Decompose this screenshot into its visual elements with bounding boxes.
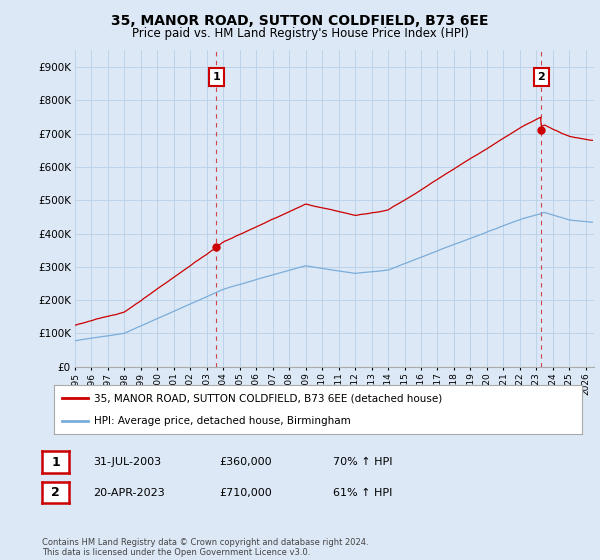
Text: HPI: Average price, detached house, Birmingham: HPI: Average price, detached house, Birm… xyxy=(94,416,350,426)
Text: 61% ↑ HPI: 61% ↑ HPI xyxy=(333,488,392,498)
Text: £360,000: £360,000 xyxy=(219,457,272,467)
Text: 35, MANOR ROAD, SUTTON COLDFIELD, B73 6EE: 35, MANOR ROAD, SUTTON COLDFIELD, B73 6E… xyxy=(111,14,489,28)
Text: 1: 1 xyxy=(51,455,60,469)
Text: 31-JUL-2003: 31-JUL-2003 xyxy=(93,457,161,467)
Text: 2: 2 xyxy=(538,72,545,82)
Text: Price paid vs. HM Land Registry's House Price Index (HPI): Price paid vs. HM Land Registry's House … xyxy=(131,27,469,40)
Text: 1: 1 xyxy=(212,72,220,82)
Text: 35, MANOR ROAD, SUTTON COLDFIELD, B73 6EE (detached house): 35, MANOR ROAD, SUTTON COLDFIELD, B73 6E… xyxy=(94,393,442,403)
Text: 70% ↑ HPI: 70% ↑ HPI xyxy=(333,457,392,467)
Text: 20-APR-2023: 20-APR-2023 xyxy=(93,488,165,498)
Text: £710,000: £710,000 xyxy=(219,488,272,498)
Text: 2: 2 xyxy=(51,486,60,500)
Text: Contains HM Land Registry data © Crown copyright and database right 2024.
This d: Contains HM Land Registry data © Crown c… xyxy=(42,538,368,557)
